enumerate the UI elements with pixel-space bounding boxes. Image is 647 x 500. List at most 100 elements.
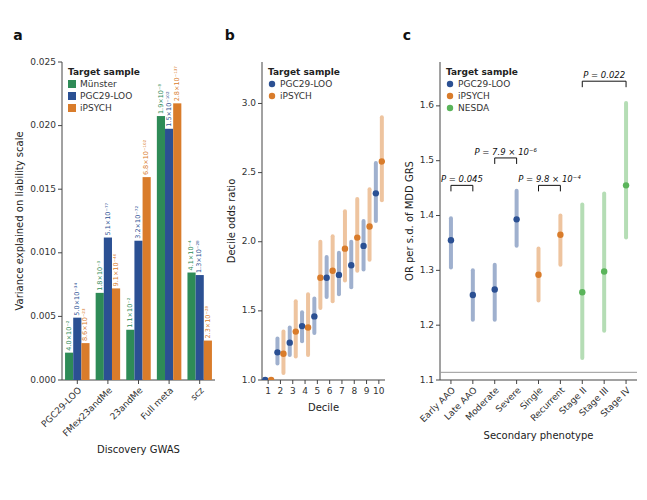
point	[354, 234, 360, 240]
y-axis-line	[62, 62, 63, 380]
bar-annotation: 1.8×10⁻³	[96, 260, 104, 290]
point	[448, 237, 454, 243]
y-tick-label: 0.025	[30, 57, 56, 67]
bar-annotation: 5.0×10⁻³⁴	[73, 283, 81, 316]
bar	[196, 275, 204, 380]
y-axis-label: Decile odds ratio	[226, 179, 237, 264]
bar-annotation: 2.3×10⁻²⁸	[204, 305, 212, 338]
plot-area	[262, 117, 385, 380]
y-tick-label: 0.010	[30, 247, 56, 257]
point	[470, 292, 476, 298]
x-tick-label: scz	[189, 385, 206, 402]
point	[323, 274, 329, 280]
x-tick-labels: 12345678910	[265, 386, 385, 396]
x-tick-label: 9	[364, 386, 370, 396]
panel: 1.11.21.31.41.51.6OR per s.d. of MDD GRS…	[403, 27, 637, 441]
legend-label: iPSYCH	[280, 91, 312, 101]
point	[268, 377, 274, 380]
bracket	[451, 185, 473, 191]
y-tick-labels: 1.11.21.31.41.51.6	[420, 100, 435, 384]
bar-annotation: 4.0×10⁻²	[65, 320, 73, 350]
y-tick	[58, 380, 62, 381]
bar-annotation: 5.1×10⁻⁷⁷	[104, 202, 112, 235]
error-bar	[558, 216, 562, 265]
bar	[187, 273, 195, 380]
x-tick	[138, 380, 139, 384]
bar	[112, 288, 120, 380]
bar	[173, 103, 181, 380]
point	[579, 289, 585, 295]
y-tick-label: 1.5	[242, 305, 256, 315]
plot-area	[440, 103, 637, 372]
point	[293, 328, 299, 334]
legend-label: PGC29-LOO	[80, 91, 132, 101]
y-tick	[258, 310, 262, 311]
y-tick	[258, 103, 262, 104]
point	[305, 324, 311, 330]
x-tick-label: 3	[290, 386, 296, 396]
x-tick-label: 8	[351, 386, 357, 396]
y-tick	[436, 325, 440, 326]
x-tick-label: 10	[373, 386, 385, 396]
legend-swatch	[269, 81, 275, 87]
legend-label: PGC29-LOO	[280, 79, 332, 89]
x-tick-label: 6	[327, 386, 333, 396]
legend-swatch	[68, 104, 76, 112]
bracket	[582, 81, 626, 87]
panel-title: c	[403, 27, 411, 43]
x-tick	[107, 380, 108, 384]
legend-label: NESDA	[458, 103, 490, 113]
legend-swatch	[68, 80, 76, 88]
y-tick-label: 0.000	[30, 375, 56, 385]
legend: Target sampleMünsterPGC29-LOOiPSYCH	[68, 67, 140, 113]
x-tick-label: 4	[302, 386, 308, 396]
bar	[143, 177, 151, 380]
x-tick	[366, 380, 367, 384]
y-axis-line	[262, 62, 263, 380]
y-tick	[58, 252, 62, 253]
bar	[204, 341, 212, 380]
y-tick-label: 1.2	[420, 320, 434, 330]
x-tick-label: Severe	[494, 385, 523, 414]
bar-annotation: 3.2×10⁻⁷²	[134, 206, 142, 239]
bar-annotation: 2.8×10⁻¹³⁷	[173, 66, 181, 102]
y-tick	[436, 160, 440, 161]
bar	[73, 318, 81, 380]
y-axis-label: Variance explained on liability scale	[14, 131, 25, 310]
legend-swatch	[447, 105, 453, 111]
bar-annotation: 6.8×10⁻¹⁰²	[142, 139, 150, 175]
chart: 0.0000.0050.0100.0150.0200.025Variance e…	[0, 0, 647, 500]
y-tick-label: 3.0	[242, 98, 257, 108]
y-tick	[258, 172, 262, 173]
error-bar	[602, 194, 606, 331]
error-bar	[624, 103, 628, 237]
y-tick-label: 1.5	[420, 155, 434, 165]
legend-title: Target sample	[68, 67, 140, 77]
point	[299, 323, 305, 329]
bracket-label: P = 0.022	[583, 70, 625, 80]
point	[557, 232, 563, 238]
bracket-label: P = 9.8 × 10⁻⁴	[518, 174, 581, 184]
point	[317, 274, 323, 280]
y-tick-label: 0.020	[30, 120, 56, 130]
x-tick	[472, 380, 473, 384]
chart-root: 0.0000.0050.0100.0150.0200.025Variance e…	[0, 0, 647, 500]
x-tick	[604, 380, 605, 384]
x-tick	[292, 380, 293, 384]
point	[513, 216, 519, 222]
y-tick	[58, 189, 62, 190]
point	[492, 286, 498, 292]
y-tick	[436, 380, 440, 381]
y-tick	[58, 316, 62, 317]
x-tick-label: 2	[278, 386, 284, 396]
point	[329, 268, 335, 274]
point	[342, 245, 348, 251]
x-tick-labels: Early AAOLate AAOModerateSevereSingleRec…	[418, 385, 633, 425]
x-tick	[582, 380, 583, 384]
x-tick-label: Stage IV	[599, 385, 633, 419]
y-tick	[436, 105, 440, 106]
point	[274, 349, 280, 355]
point	[336, 272, 342, 278]
bar-annotation: 1.5×10⁻¹⁰²	[165, 91, 173, 127]
data-annotations: 4.0×10⁻²1.8×10⁻³1.1×10⁻²1.9×10⁻⁸4.1×10⁻⁴…	[65, 66, 212, 351]
